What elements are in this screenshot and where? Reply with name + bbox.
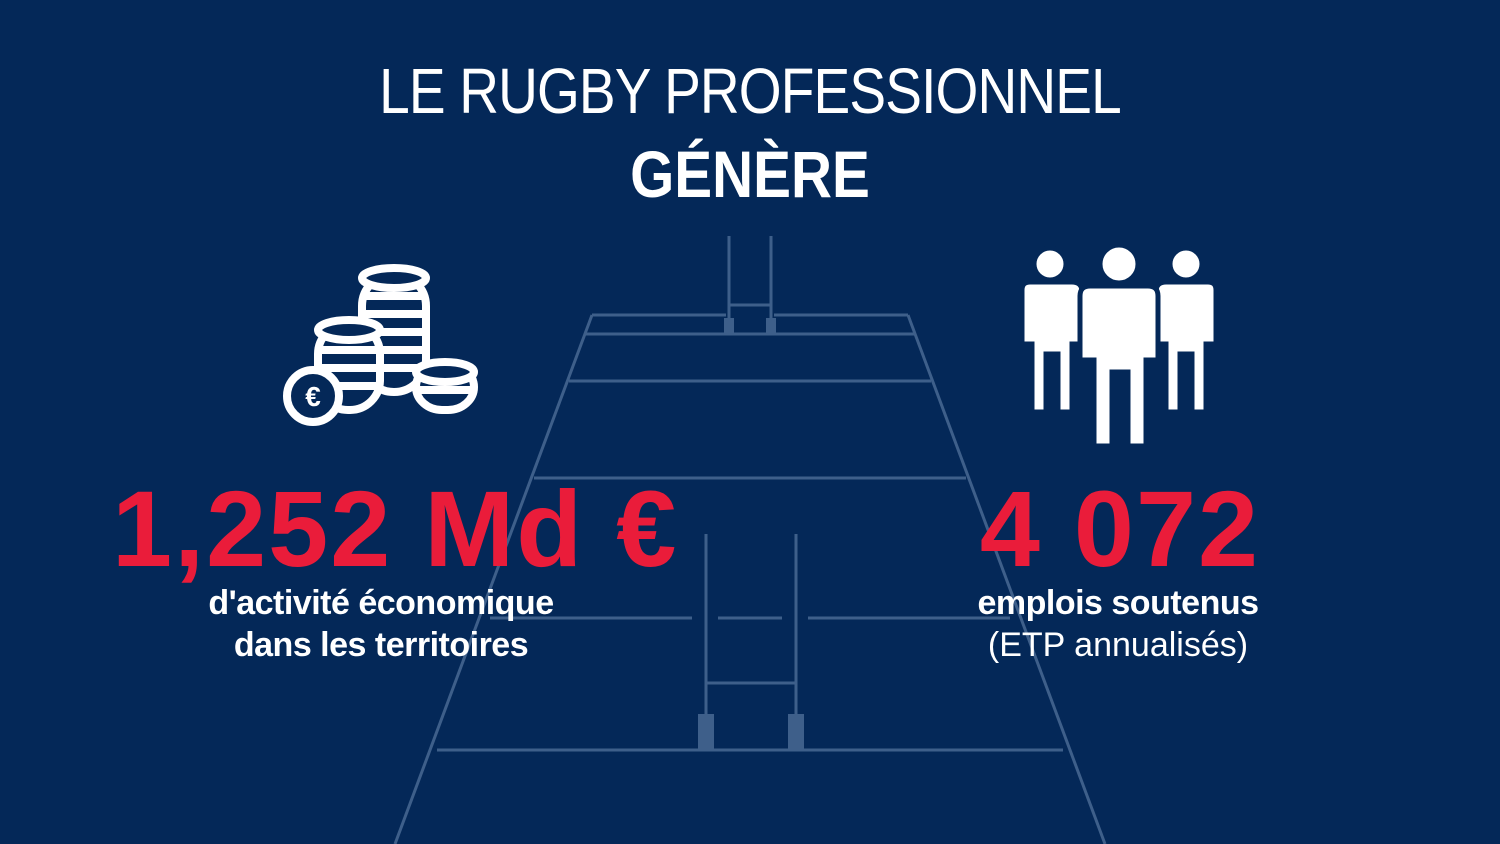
title-line-2: GÉNÈRE <box>630 137 870 211</box>
economic-activity-caption-line-2: dans les territoires <box>233 626 529 664</box>
jobs-caption-line-2: (ETP annualisés) <box>987 626 1249 664</box>
economic-activity-value: 1,252 Md € <box>112 468 679 589</box>
jobs-caption-line-1: emplois soutenus <box>977 584 1259 622</box>
title-line-1: LE RUGBY PROFESSIONNEL <box>379 55 1122 127</box>
jobs-value: 4 072 <box>979 468 1261 589</box>
left-touchline <box>393 314 594 844</box>
euro-coins-stack-icon: € <box>283 264 478 426</box>
economic-activity-caption-line-1: d'activité économique <box>208 584 554 622</box>
svg-text:€: € <box>305 381 321 412</box>
right-touchline <box>906 314 1107 844</box>
jobs-caption: emplois soutenus (ETP annualisés) <box>958 582 1278 666</box>
economic-activity-caption: d'activité économique dans les territoir… <box>181 582 581 666</box>
people-group-icon <box>1019 244 1219 449</box>
